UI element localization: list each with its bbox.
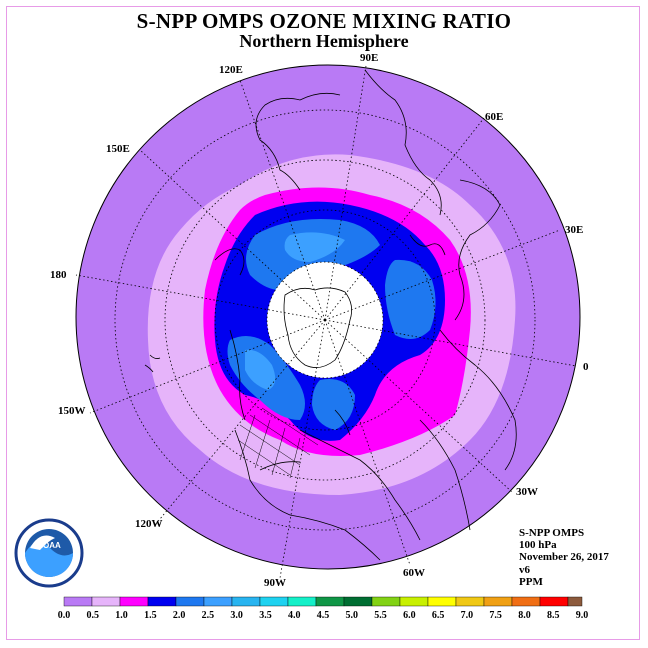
map-boundary bbox=[75, 64, 581, 570]
info-level: 100 hPa bbox=[519, 539, 557, 552]
noaa-logo-text: NOAA bbox=[37, 541, 61, 550]
lon-label-150e: 150E bbox=[106, 143, 130, 155]
info-date: November 26, 2017 bbox=[519, 551, 609, 564]
longitude-labels: 90E 60E 30E 0 30W 60W 90W 120W 150W 180 … bbox=[50, 52, 589, 589]
noaa-logo: NOAA bbox=[14, 518, 84, 588]
graticule bbox=[75, 65, 577, 579]
lon-label-60w: 60W bbox=[403, 567, 425, 579]
lon-label-90e: 90E bbox=[360, 52, 378, 64]
lon-label-180: 180 bbox=[50, 269, 67, 281]
lon-label-60e: 60E bbox=[485, 111, 503, 123]
country-grid-north-america bbox=[237, 407, 319, 479]
lon-label-0: 0 bbox=[583, 361, 589, 373]
figure-frame bbox=[6, 6, 640, 640]
map-title: S-NPP OMPS OZONE MIXING RATIO bbox=[136, 9, 512, 33]
map-subtitle: Northern Hemisphere bbox=[239, 31, 409, 51]
lon-label-120w: 120W bbox=[135, 518, 163, 530]
info-block: S-NPP OMPS 100 hPa November 26, 2017 v6 … bbox=[519, 527, 609, 588]
field-lightblue-2 bbox=[245, 349, 276, 390]
field-lightblue-1 bbox=[284, 232, 345, 262]
coastlines bbox=[144, 69, 517, 561]
info-version: v6 bbox=[519, 563, 530, 576]
info-instrument: S-NPP OMPS bbox=[519, 527, 585, 539]
info-units: PPM bbox=[519, 575, 543, 588]
lon-label-30e: 30E bbox=[565, 224, 583, 236]
lon-label-30w: 30W bbox=[516, 486, 538, 498]
lon-label-90w: 90W bbox=[264, 577, 286, 589]
lon-label-150w: 150W bbox=[58, 405, 86, 417]
lon-label-120e: 120E bbox=[219, 64, 243, 76]
field-midblue-2 bbox=[385, 259, 436, 339]
field-midblue-4 bbox=[312, 379, 355, 430]
